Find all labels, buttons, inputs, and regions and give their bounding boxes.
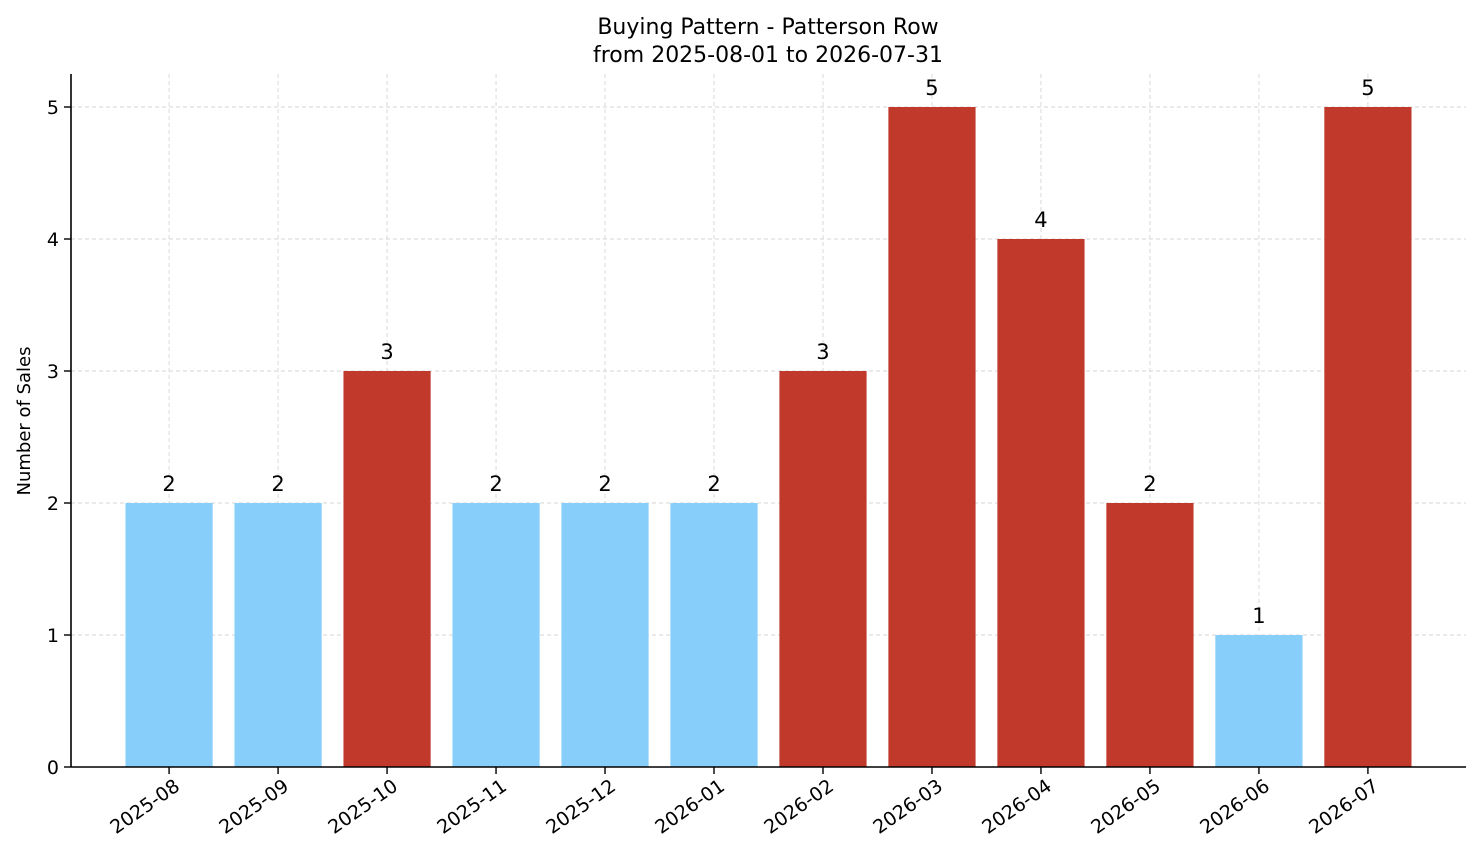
data-label: 2 <box>162 472 175 496</box>
bar <box>561 503 649 767</box>
bar <box>670 503 758 767</box>
data-label: 5 <box>925 76 938 100</box>
bar <box>1106 503 1194 767</box>
y-axis-label: Number of Sales <box>14 346 35 495</box>
x-tick-label: 2025-08 <box>106 775 184 839</box>
bar <box>1215 635 1303 767</box>
data-label: 2 <box>598 472 611 496</box>
y-tick-label: 4 <box>47 229 59 251</box>
chart-subtitle: from 2025-08-01 to 2026-07-31 <box>593 43 943 68</box>
axes-group <box>64 74 1466 774</box>
x-tick-label: 2025-09 <box>215 775 293 839</box>
bar <box>888 107 976 767</box>
y-tick-label: 2 <box>47 493 59 515</box>
x-tick-label: 2026-02 <box>760 775 838 839</box>
data-label: 3 <box>380 340 393 364</box>
x-tick-label: 2026-07 <box>1305 775 1383 839</box>
y-tick-label: 3 <box>47 361 59 383</box>
y-tick-label: 1 <box>47 625 59 647</box>
data-label: 2 <box>271 472 284 496</box>
bar <box>125 503 213 767</box>
data-label: 2 <box>707 472 720 496</box>
x-tick-label: 2026-06 <box>1196 775 1274 839</box>
x-tick-label: 2026-05 <box>1087 775 1165 839</box>
x-tick-label: 2025-12 <box>542 775 620 839</box>
y-tick-label: 5 <box>47 97 59 119</box>
data-label: 2 <box>489 472 502 496</box>
data-labels-group: 2 2 3 2 2 2 3 5 4 2 1 5 <box>162 76 1374 628</box>
chart-title: Buying Pattern - Patterson Row <box>597 15 938 40</box>
data-label: 1 <box>1252 604 1265 628</box>
bars-group <box>125 107 1412 767</box>
x-tick-label: 2025-10 <box>324 775 402 839</box>
data-label: 3 <box>816 340 829 364</box>
data-label: 5 <box>1361 76 1374 100</box>
data-label: 2 <box>1143 472 1156 496</box>
x-tick-label: 2026-03 <box>869 775 947 839</box>
data-label: 4 <box>1034 208 1047 232</box>
bar <box>997 239 1085 767</box>
bar <box>234 503 322 767</box>
x-tick-label: 2026-01 <box>651 775 729 839</box>
y-tick-label: 0 <box>47 757 59 779</box>
x-tick-label: 2025-11 <box>433 775 511 839</box>
bar <box>1324 107 1412 767</box>
bar <box>452 503 540 767</box>
x-tick-label: 2026-04 <box>978 775 1056 839</box>
bar <box>343 371 431 767</box>
bar <box>779 371 867 767</box>
